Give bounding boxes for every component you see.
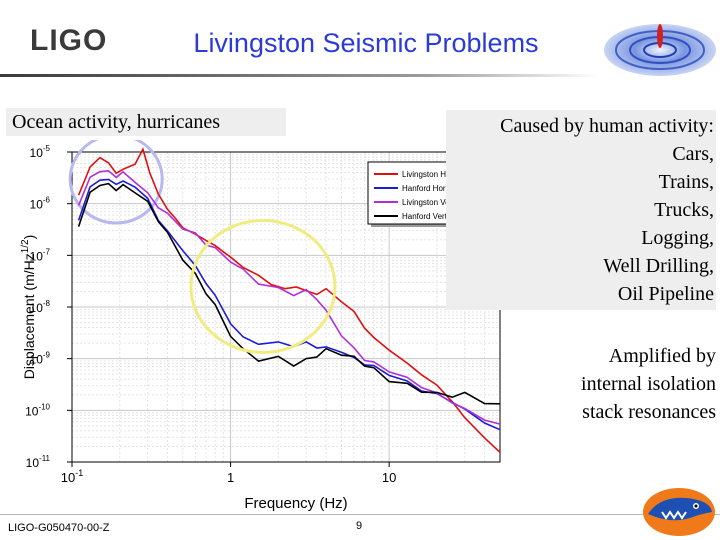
y-tick-label: 10-10 <box>25 402 50 418</box>
human-activity-line: Trucks, <box>654 199 714 221</box>
legend-label: Hanford Vertical <box>402 212 459 221</box>
legend-label: Hanford Horizontal <box>402 184 469 193</box>
gator-logo <box>643 488 715 536</box>
human-activity-line: Caused by human activity: <box>500 115 714 137</box>
human-activity-line: Logging, <box>641 227 714 249</box>
y-axis-label: Displacement (m/Hz1/2) <box>20 235 37 380</box>
series-line <box>77 178 501 431</box>
x-tick-label: 10 <box>382 470 396 485</box>
human-activity-highlight-circle <box>189 218 337 354</box>
amplified-line: stack resonances <box>582 401 716 423</box>
title-divider <box>0 74 600 77</box>
series-line <box>77 169 501 425</box>
document-id: LIGO-G050470-00-Z <box>8 522 110 534</box>
series-line <box>77 147 501 453</box>
human-activity-line: Trains, <box>658 171 714 193</box>
human-activity-note: Caused by human activity: Cars, Trains, … <box>446 110 716 310</box>
page-title: Livingston Seismic Problems <box>193 28 539 58</box>
ligo-logo: LIGO <box>30 24 108 57</box>
footer-divider <box>0 514 720 515</box>
human-activity-line: Oil Pipeline <box>617 283 714 305</box>
amplified-line: Amplified by <box>608 345 716 367</box>
x-tick-label: 10-1 <box>61 468 83 485</box>
human-activity-line: Cars, <box>672 143 714 165</box>
y-tick-label: 10-5 <box>30 144 51 160</box>
amplified-line: internal isolation <box>581 373 716 395</box>
x-axis-label: Frequency (Hz) <box>244 495 347 512</box>
seismic-spectrum-chart: 10-1 1 10 10-11 10-10 10-9 10-8 10-7 10-6 10-5 Fre… <box>0 133 560 520</box>
legend-label: Livingston Horizontal <box>402 170 476 179</box>
gravitational-wave-logo <box>604 24 716 76</box>
x-tick-label: 1 <box>227 470 234 485</box>
y-tick-label: 10-11 <box>26 454 51 470</box>
page-number: 9 <box>356 520 363 532</box>
series-line <box>77 182 501 405</box>
chart-svg: 10-1 1 1010-1110-1010-910-810-710-610-5Fre… <box>20 133 501 512</box>
ocean-activity-note: Ocean activity, hurricanes <box>6 108 286 136</box>
legend-label: Livingston Vertical <box>402 198 467 207</box>
amplified-note: Amplified by internal isolation stack re… <box>512 340 718 428</box>
human-activity-line: Well Drilling, <box>603 255 714 277</box>
y-tick-label: 10-6 <box>30 196 51 212</box>
